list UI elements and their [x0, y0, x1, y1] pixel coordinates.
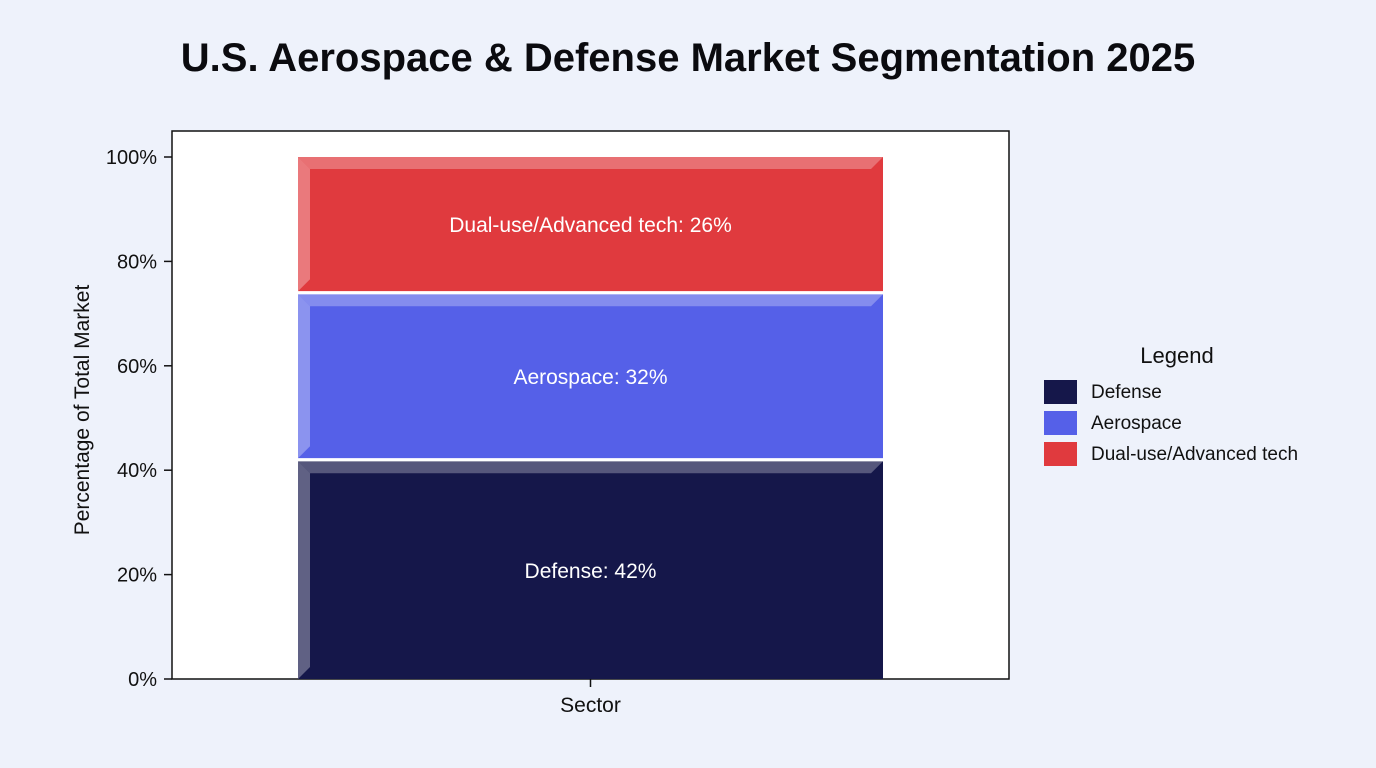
legend-title: Legend: [1140, 343, 1213, 368]
y-tick-label: 100%: [106, 147, 157, 169]
x-axis-label: Sector: [560, 694, 621, 717]
bar-segment-dual-use-advanced-tech: Dual-use/Advanced tech: 26%: [298, 157, 883, 292]
legend-swatch: [1044, 380, 1077, 404]
bar-face: [298, 461, 883, 679]
chart-title: U.S. Aerospace & Defense Market Segmenta…: [180, 36, 1196, 80]
y-axis: 0% 20% 40% 60% 80% 100%: [106, 147, 172, 691]
legend-swatch: [1044, 411, 1077, 435]
legend: Legend Defense Aerospace Dual-use/Advanced…: [1044, 343, 1298, 466]
bar-bevel-top: [298, 294, 883, 307]
y-tick-label: 40%: [117, 460, 157, 482]
bar-bevel-left: [298, 157, 310, 292]
legend-swatch: [1044, 442, 1077, 466]
bar-face: [298, 157, 883, 292]
bar-bevel-top: [298, 461, 883, 474]
bar-segment-aerospace: Aerospace: 32%: [298, 294, 883, 459]
bar-data-label: Defense: 42%: [525, 560, 657, 583]
bar-bevel-left: [298, 461, 310, 679]
legend-entry-label: Dual-use/Advanced tech: [1091, 444, 1298, 465]
bar-face: [298, 294, 883, 459]
bar-segment-defense: Defense: 42%: [298, 461, 883, 679]
bar-bevel-top: [298, 157, 883, 169]
bar-data-label: Aerospace: 32%: [513, 366, 667, 389]
y-tick-label: 0%: [128, 669, 157, 691]
legend-entry-label: Aerospace: [1091, 413, 1182, 434]
y-tick-label: 20%: [117, 565, 157, 587]
bars-layer: Defense: 42% Aerospace: 32% Dual-use/Advan…: [298, 157, 883, 679]
y-axis-label: Percentage of Total Market: [71, 285, 94, 536]
bar-data-label: Dual-use/Advanced tech: 26%: [449, 214, 732, 237]
y-tick-label: 80%: [117, 251, 157, 273]
x-axis: Sector: [560, 679, 621, 717]
y-tick-label: 60%: [117, 356, 157, 378]
legend-entry-label: Defense: [1091, 382, 1162, 403]
bar-bevel-left: [298, 294, 310, 459]
